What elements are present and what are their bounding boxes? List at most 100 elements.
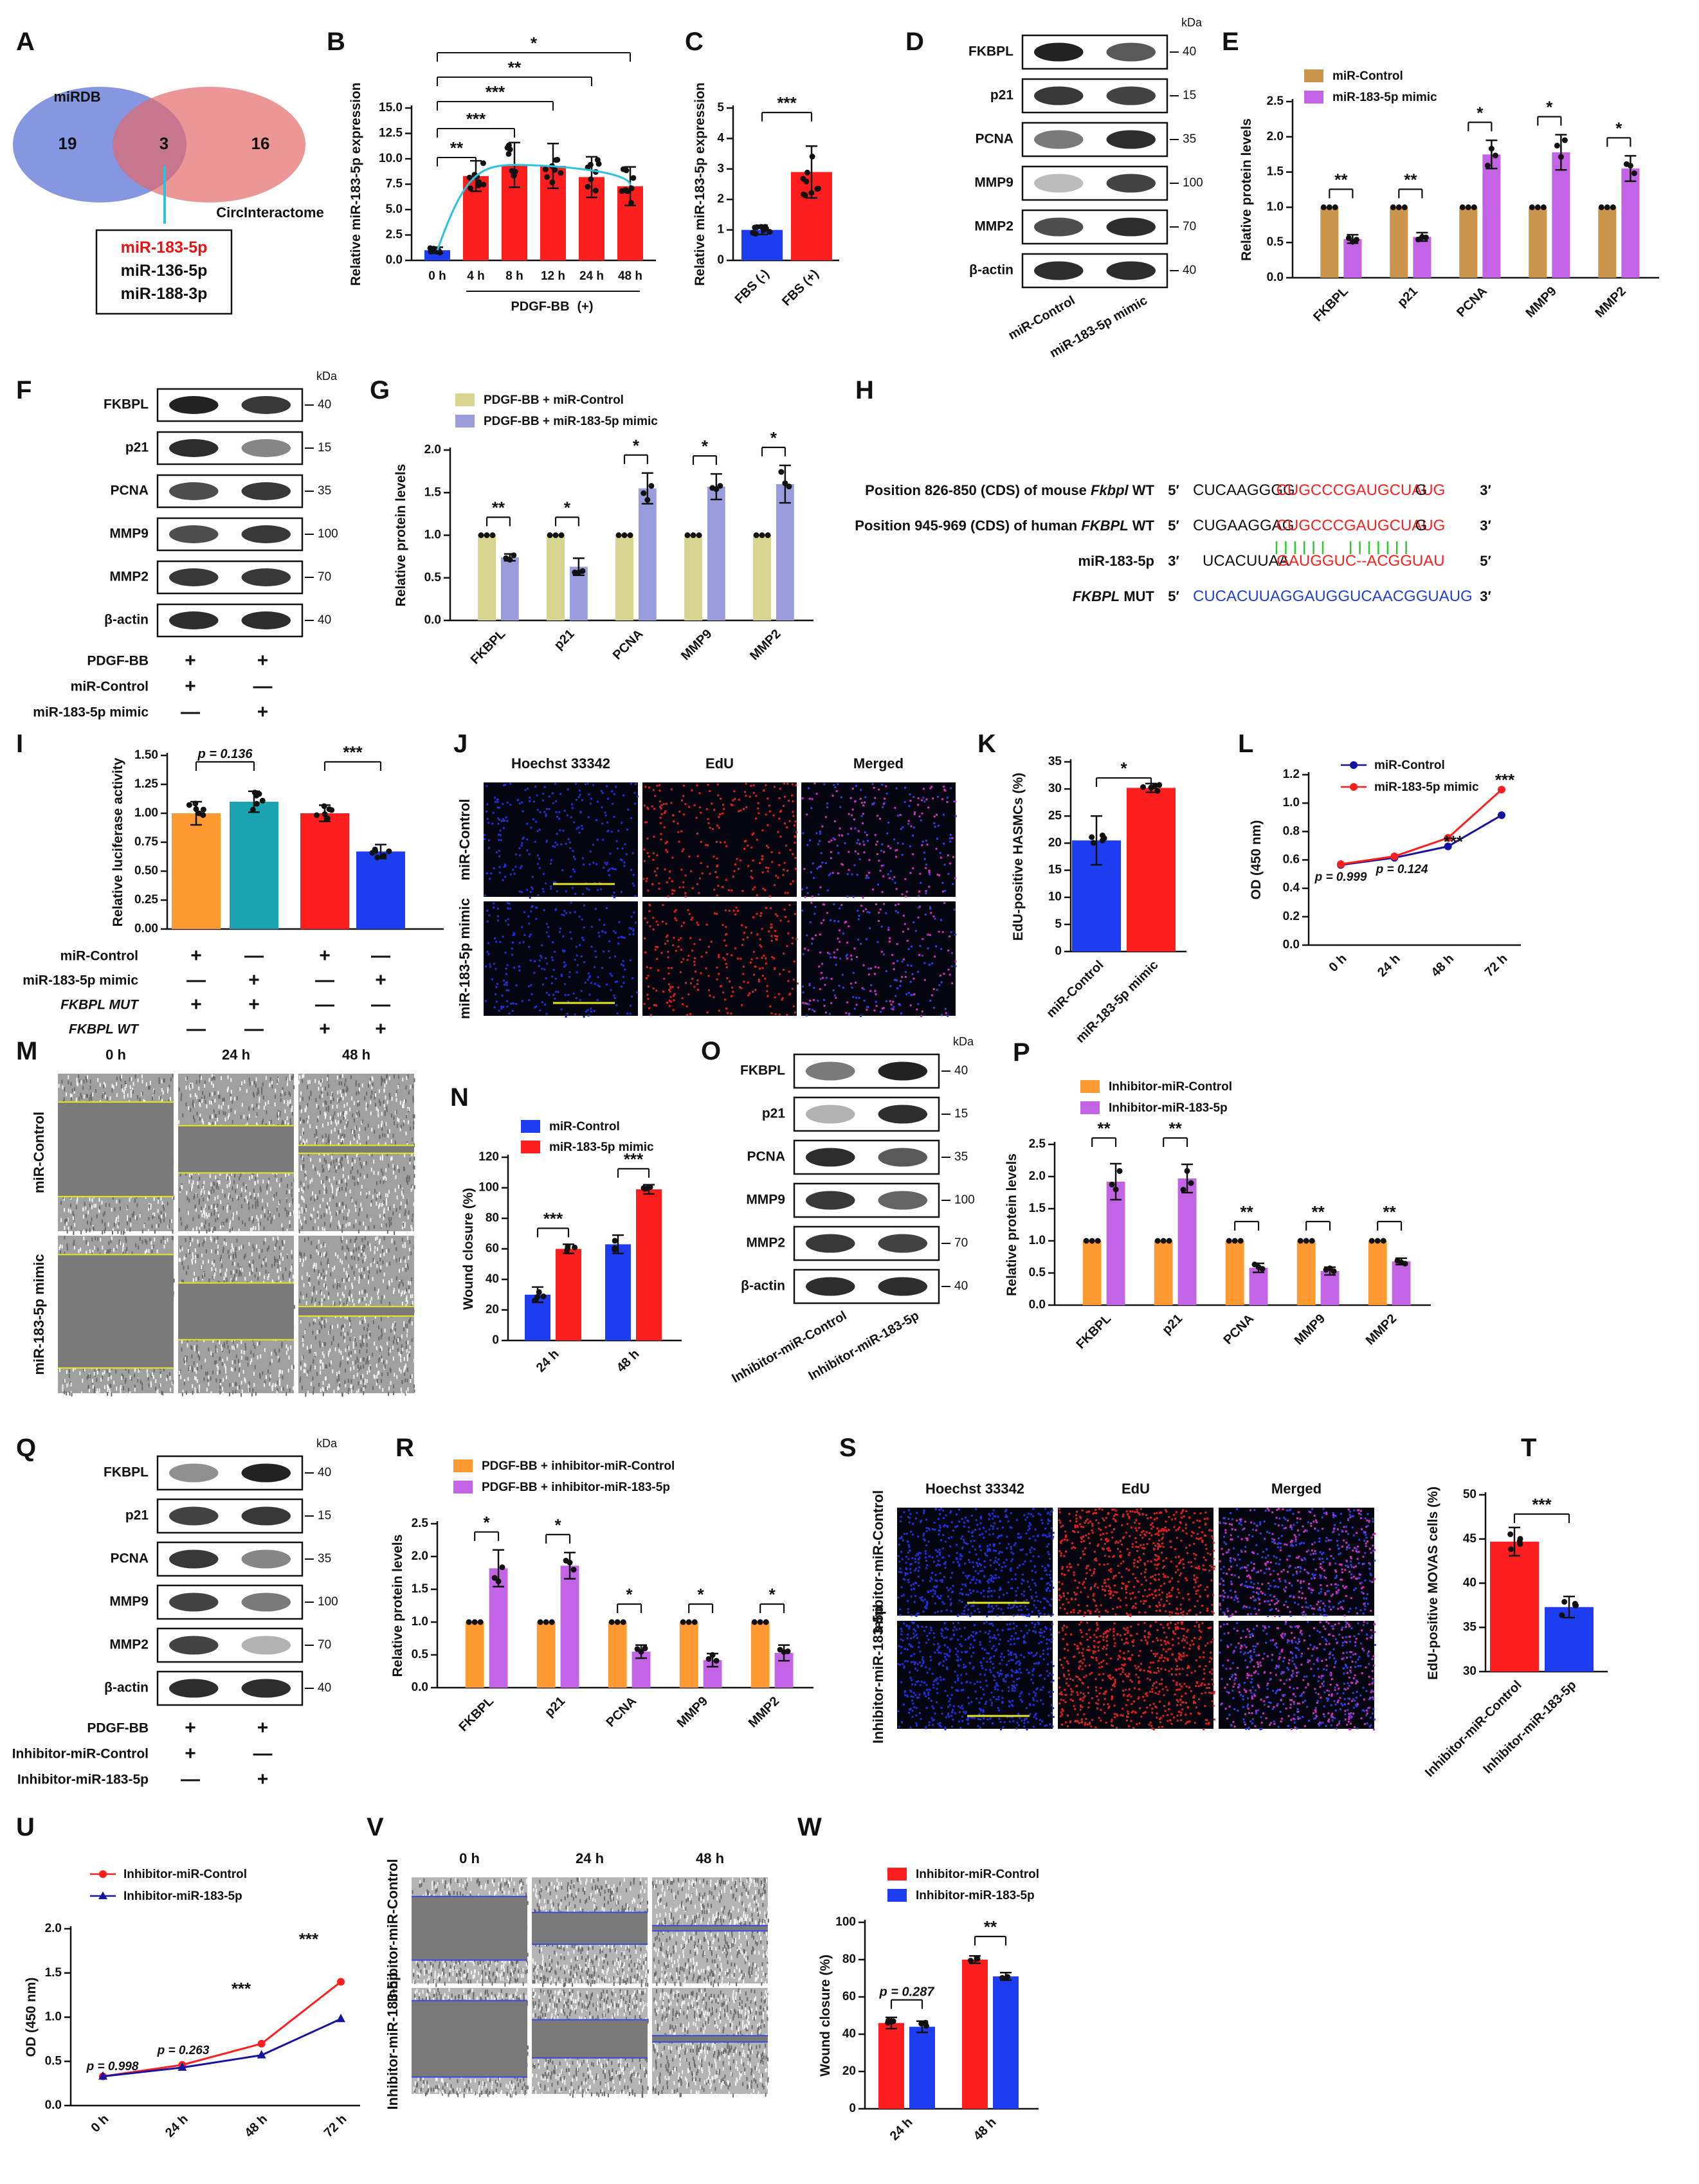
cell-texture: [401, 1190, 403, 1195]
cell-nucleus: [568, 971, 571, 973]
cell-nucleus: [487, 942, 489, 944]
cell-texture: [232, 1197, 233, 1202]
cell-texture: [136, 1203, 138, 1207]
cell-texture: [180, 1097, 182, 1101]
cell-nucleus: [651, 883, 654, 885]
cell-texture: [378, 1089, 380, 1094]
cell-texture: [89, 1203, 91, 1207]
cell-texture: [205, 1212, 207, 1216]
cell-texture: [286, 1198, 287, 1203]
cell-nucleus: [536, 809, 539, 811]
cell-texture: [198, 1214, 200, 1219]
cell-texture: [104, 1385, 105, 1389]
cell-nucleus: [851, 986, 853, 989]
cell-texture: [302, 1127, 304, 1132]
cell-texture: [412, 1098, 414, 1103]
cell-nucleus: [493, 797, 496, 799]
cell-nucleus: [785, 844, 788, 847]
cell-nucleus: [747, 981, 749, 984]
cell-texture: [268, 1180, 269, 1184]
cell-texture: [122, 1249, 123, 1254]
cell-nucleus: [754, 886, 756, 889]
cell-nucleus: [846, 1001, 849, 1004]
cell-nucleus: [882, 1007, 885, 1009]
x-tick-label: 0 h: [428, 269, 446, 283]
cell-texture: [213, 1182, 215, 1186]
cell-nucleus: [631, 995, 633, 998]
cell-texture: [387, 1207, 389, 1211]
cell-nucleus: [949, 862, 952, 865]
cell-texture: [242, 1220, 244, 1225]
blot-band: [1034, 130, 1084, 149]
cell-nucleus: [918, 815, 921, 818]
cell-texture: [393, 1115, 395, 1120]
cell-texture: [289, 1220, 291, 1225]
cell-nucleus: [687, 954, 690, 957]
cell-nucleus: [904, 923, 906, 925]
x-tick-label: 8 h: [505, 269, 523, 283]
cell-texture: [385, 1142, 386, 1146]
cell-nucleus: [716, 966, 718, 969]
cell-texture: [198, 1086, 200, 1090]
cell-texture: [341, 1157, 343, 1161]
cell-texture: [227, 1086, 229, 1090]
cell-texture: [351, 1096, 353, 1101]
cell-nucleus: [679, 971, 682, 973]
cell-nucleus: [658, 887, 660, 890]
cell-nucleus: [792, 1005, 795, 1007]
cell-nucleus: [895, 910, 897, 912]
cell-nucleus: [795, 831, 797, 834]
cell-nucleus: [648, 1007, 650, 1009]
cell-nucleus: [528, 999, 531, 1002]
cell-texture: [227, 1176, 229, 1180]
cell-nucleus: [514, 853, 517, 856]
cell-nucleus: [655, 920, 658, 923]
cell-texture: [246, 1186, 248, 1190]
y-tick-label: 2: [717, 192, 724, 206]
cell-nucleus: [767, 867, 770, 869]
cell-texture: [94, 1387, 96, 1391]
cell-texture: [413, 1164, 415, 1169]
cell-nucleus: [758, 812, 760, 815]
cell-texture: [160, 1219, 162, 1223]
cell-nucleus: [906, 939, 909, 942]
cell-nucleus: [706, 1011, 709, 1014]
cell-nucleus: [548, 808, 550, 811]
cell-nucleus: [643, 848, 646, 851]
cell-nucleus: [811, 895, 813, 898]
sig-label: **: [450, 138, 464, 158]
sig-label: ***: [343, 743, 363, 762]
cell-texture: [98, 1367, 100, 1372]
cell-nucleus: [909, 799, 912, 802]
cell-texture: [333, 1160, 335, 1164]
cell-texture: [86, 1376, 88, 1380]
cell-nucleus: [756, 957, 758, 959]
cell-nucleus: [484, 834, 486, 836]
cell-nucleus: [899, 984, 902, 987]
y-tick-label: 3: [717, 162, 724, 176]
cell-texture: [134, 1373, 136, 1378]
cell-texture: [258, 1223, 260, 1227]
cell-nucleus: [613, 891, 615, 894]
cell-nucleus: [863, 801, 866, 804]
cell-nucleus: [856, 874, 859, 876]
cell-nucleus: [841, 973, 844, 976]
cell-texture: [304, 1141, 305, 1145]
cell-nucleus: [954, 800, 957, 803]
cell-nucleus: [507, 989, 510, 992]
cell-texture: [102, 1093, 104, 1097]
cell-nucleus: [672, 944, 675, 946]
cell-texture: [212, 1083, 214, 1088]
cell-texture: [350, 1075, 352, 1079]
cell-nucleus: [808, 1008, 811, 1011]
cell-nucleus: [701, 872, 704, 874]
cell-nucleus: [502, 784, 505, 786]
cell-nucleus: [592, 784, 595, 786]
data-point: [542, 167, 549, 173]
cell-texture: [325, 1133, 327, 1138]
cell-texture: [406, 1114, 408, 1119]
cell-nucleus: [823, 903, 826, 906]
cell-nucleus: [769, 1005, 772, 1007]
cell-nucleus: [904, 975, 907, 978]
cell-texture: [211, 1074, 213, 1078]
